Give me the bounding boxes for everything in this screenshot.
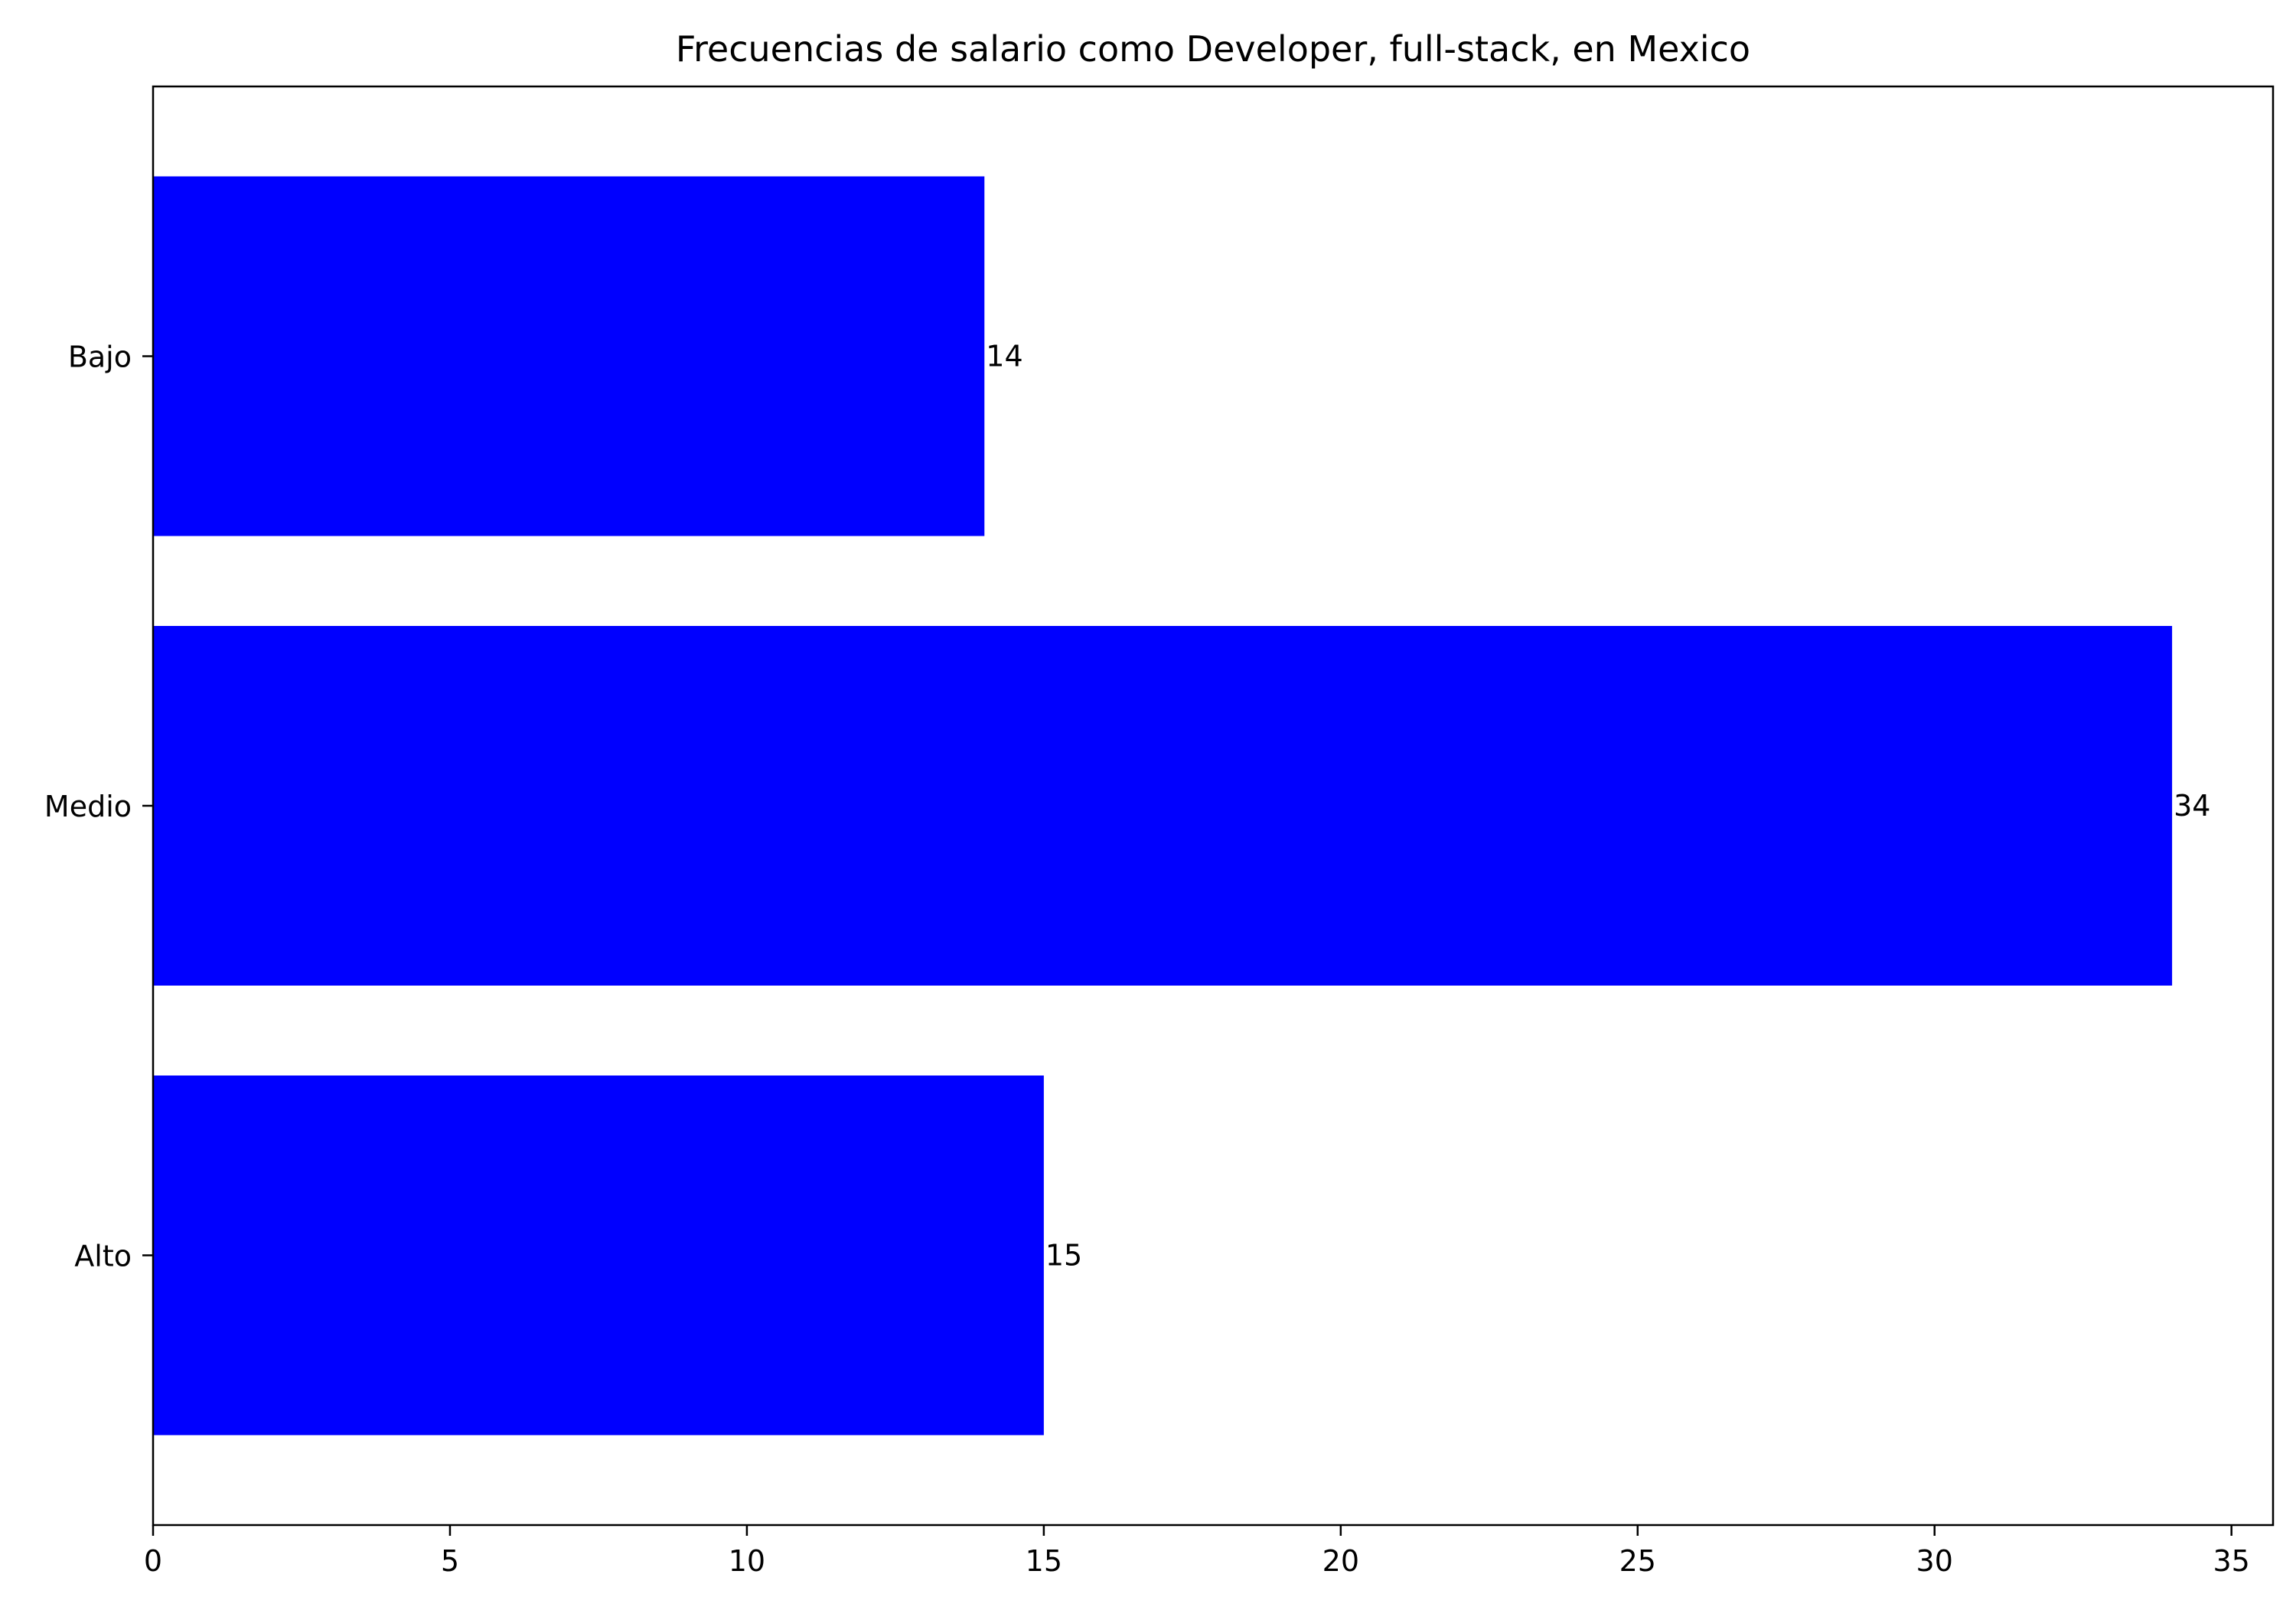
y-axis: Alto Medio Bajo (44, 341, 153, 1273)
data-label-medio: 34 (2174, 789, 2210, 823)
y-tick-label-bajo: Bajo (68, 341, 132, 374)
x-tick-label: 20 (1322, 1544, 1359, 1578)
x-tick-label: 15 (1026, 1544, 1062, 1578)
x-tick-label: 0 (144, 1544, 162, 1578)
chart-title: Frecuencias de salario como Developer, f… (676, 28, 1750, 70)
x-tick-label: 5 (441, 1544, 459, 1578)
bar-alto (153, 1075, 1044, 1436)
x-tick-label: 35 (2213, 1544, 2250, 1578)
x-tick-label: 30 (1916, 1544, 1953, 1578)
x-tick-label: 10 (729, 1544, 765, 1578)
y-tick-label-medio: Medio (44, 790, 132, 823)
bar-medio (153, 626, 2173, 986)
data-labels-layer: 15 34 14 (986, 340, 2210, 1273)
y-tick-label-alto: Alto (74, 1240, 132, 1273)
data-label-bajo: 14 (986, 340, 1022, 373)
x-axis: 0 5 10 15 20 25 30 35 (144, 1525, 2250, 1578)
bars-layer (153, 176, 2173, 1436)
x-tick-label: 25 (1619, 1544, 1656, 1578)
data-label-alto: 15 (1045, 1239, 1082, 1273)
bar-bajo (153, 176, 985, 536)
